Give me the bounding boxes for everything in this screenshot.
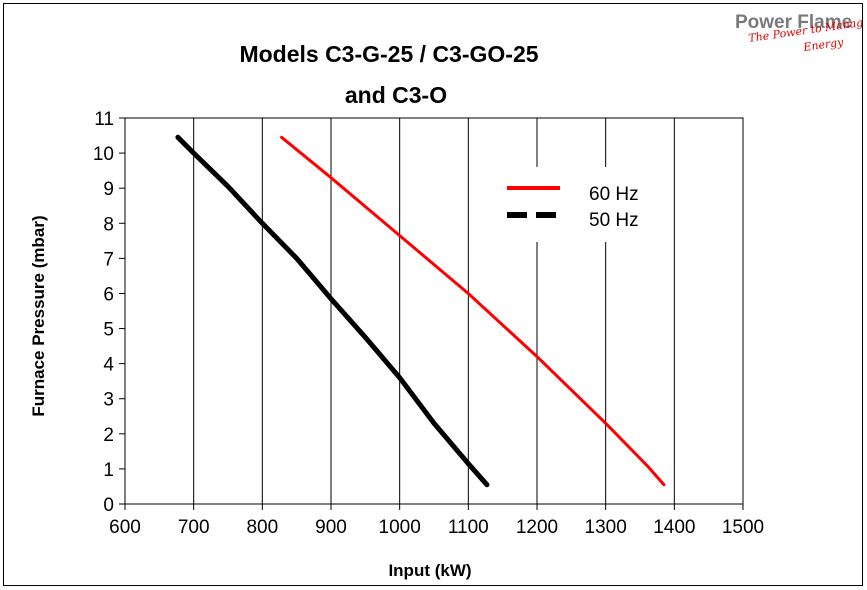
brand-name: Power Flame: [735, 12, 852, 33]
legend: 60 Hz 50 Hz: [497, 167, 665, 242]
y-tick-label: 6: [103, 284, 114, 305]
y-tick-label: 0: [103, 495, 114, 516]
x-tick-label: 1500: [722, 517, 764, 538]
y-tick-label: 1: [103, 460, 114, 481]
y-tick-label: 4: [103, 355, 114, 376]
y-tick-label: 9: [103, 179, 114, 200]
y-tick-label: 10: [93, 144, 114, 165]
legend-label-50hz: 50 Hz: [589, 210, 639, 231]
x-tick-label: 700: [178, 517, 210, 538]
legend-box: [497, 167, 665, 242]
chart-title-line2: and C3-O: [345, 82, 447, 108]
x-tick-label: 600: [109, 517, 141, 538]
y-tick-label: 2: [103, 425, 114, 446]
series-group: [175, 134, 666, 488]
y-axis-title: Furnace Pressure (mbar): [29, 215, 48, 416]
chart-frame: Models C3-G-25 / C3-GO-25 and C3-O Power…: [3, 3, 863, 586]
legend-label-60hz: 60 Hz: [589, 184, 639, 205]
power-flame-logo: Power Flame The Power to Manage Energy: [735, 12, 862, 54]
x-tick-label: 900: [315, 517, 347, 538]
brand-tagline-line2: Energy: [802, 35, 845, 54]
y-tick-label: 5: [103, 320, 114, 341]
x-tick-label: 1200: [516, 517, 558, 538]
x-tick-label: 800: [246, 517, 278, 538]
chart-title-line1: Models C3-G-25 / C3-GO-25: [239, 41, 538, 67]
x-tick-label: 1400: [653, 517, 695, 538]
x-tick-label: 1300: [585, 517, 627, 538]
x-axis-ticks: 600 700 800 900 1000 1100 1200 1300 1400 1500: [109, 504, 764, 538]
x-tick-label: 1100: [448, 517, 489, 538]
x-tick-label: 1000: [379, 517, 421, 538]
plot-border: [124, 117, 744, 505]
y-tick-label: 3: [103, 390, 114, 411]
y-axis-ticks: 0 1 2 3 4 5 6 7 8 9 10 11: [93, 109, 125, 516]
series-line-50hz: [175, 134, 490, 488]
y-tick-label: 8: [103, 214, 114, 235]
y-tick-label: 11: [94, 109, 114, 130]
series-line-60hz: [280, 135, 666, 487]
y-tick-label: 7: [103, 249, 114, 270]
chart-svg: Models C3-G-25 / C3-GO-25 and C3-O Power…: [29, 12, 862, 580]
x-axis-title: Input (kW): [388, 561, 471, 580]
